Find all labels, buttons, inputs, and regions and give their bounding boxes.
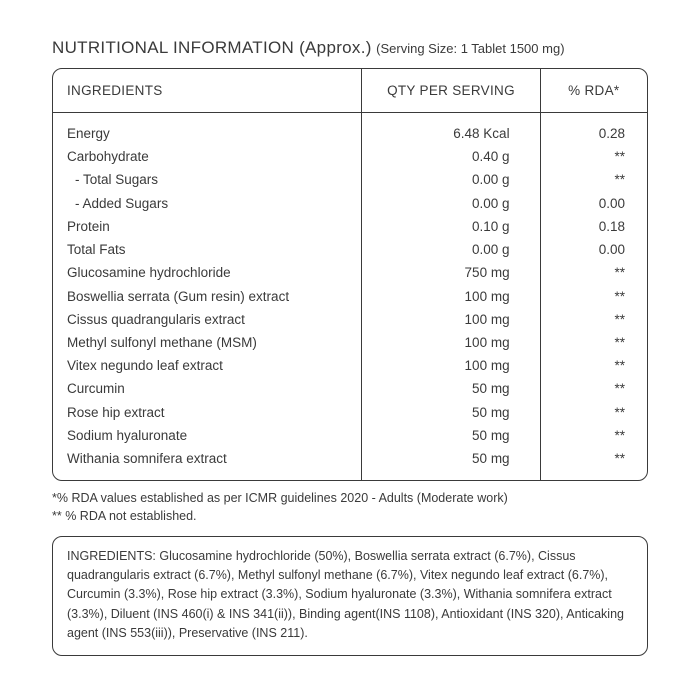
table-row: Sodium hyaluronate50 mg** (53, 424, 647, 447)
ingredient-rda: ** (540, 285, 647, 308)
ingredient-qty: 0.00 g (362, 239, 540, 262)
ingredient-name: Sodium hyaluronate (53, 424, 362, 447)
ingredient-qty: 100 mg (362, 308, 540, 331)
ingredient-rda: ** (540, 308, 647, 331)
ingredient-rda: ** (540, 424, 647, 447)
table-body: Energy6.48 Kcal0.28Carbohydrate0.40 g**-… (53, 113, 647, 481)
table-row: Vitex negundo leaf extract100 mg** (53, 355, 647, 378)
ingredient-name: Glucosamine hydrochloride (53, 262, 362, 285)
ingredient-rda: 0.00 (540, 192, 647, 215)
ingredient-qty: 0.10 g (362, 215, 540, 238)
ingredient-name: - Total Sugars (53, 169, 362, 192)
note-line-2: ** % RDA not established. (52, 507, 648, 525)
ingredient-name: Curcumin (53, 378, 362, 401)
ingredient-qty: 50 mg (362, 448, 540, 481)
ingredient-qty: 100 mg (362, 331, 540, 354)
nutrition-panel: NUTRITIONAL INFORMATION (Approx.) (Servi… (0, 0, 700, 686)
ingredient-qty: 100 mg (362, 285, 540, 308)
ingredient-rda: ** (540, 378, 647, 401)
ingredient-name: Carbohydrate (53, 146, 362, 169)
col-header-rda: % RDA* (540, 69, 647, 113)
ingredient-rda: ** (540, 401, 647, 424)
ingredient-name: - Added Sugars (53, 192, 362, 215)
table-row: Rose hip extract50 mg** (53, 401, 647, 424)
ingredient-qty: 0.00 g (362, 169, 540, 192)
ingredient-qty: 50 mg (362, 424, 540, 447)
table-row: - Total Sugars0.00 g** (53, 169, 647, 192)
ingredient-rda: ** (540, 146, 647, 169)
ingredient-rda: ** (540, 355, 647, 378)
ingredient-rda: ** (540, 169, 647, 192)
nutrition-table-box: INGREDIENTS QTY PER SERVING % RDA* Energ… (52, 68, 648, 481)
ingredient-rda: 0.28 (540, 113, 647, 146)
ingredient-name: Vitex negundo leaf extract (53, 355, 362, 378)
ingredient-qty: 0.00 g (362, 192, 540, 215)
panel-title-row: NUTRITIONAL INFORMATION (Approx.) (Servi… (52, 38, 648, 58)
note-line-1: *% RDA values established as per ICMR gu… (52, 489, 648, 507)
table-header-row: INGREDIENTS QTY PER SERVING % RDA* (53, 69, 647, 113)
ingredient-name: Protein (53, 215, 362, 238)
table-row: Total Fats0.00 g0.00 (53, 239, 647, 262)
table-row: - Added Sugars0.00 g0.00 (53, 192, 647, 215)
table-row: Methyl sulfonyl methane (MSM)100 mg** (53, 331, 647, 354)
ingredient-qty: 0.40 g (362, 146, 540, 169)
table-row: Protein0.10 g0.18 (53, 215, 647, 238)
panel-title: NUTRITIONAL INFORMATION (Approx.) (52, 38, 372, 57)
ingredient-qty: 50 mg (362, 401, 540, 424)
ingredient-name: Total Fats (53, 239, 362, 262)
ingredient-name: Cissus quadrangularis extract (53, 308, 362, 331)
table-row: Withania somnifera extract50 mg** (53, 448, 647, 481)
col-header-qty: QTY PER SERVING (362, 69, 540, 113)
serving-size: (Serving Size: 1 Tablet 1500 mg) (376, 41, 564, 56)
ingredient-qty: 6.48 Kcal (362, 113, 540, 146)
ingredient-name: Rose hip extract (53, 401, 362, 424)
ingredient-name: Boswellia serrata (Gum resin) extract (53, 285, 362, 308)
table-row: Glucosamine hydrochloride750 mg** (53, 262, 647, 285)
table-row: Carbohydrate0.40 g** (53, 146, 647, 169)
rda-notes: *% RDA values established as per ICMR gu… (52, 489, 648, 525)
ingredient-rda: 0.00 (540, 239, 647, 262)
table-row: Boswellia serrata (Gum resin) extract100… (53, 285, 647, 308)
ingredient-qty: 50 mg (362, 378, 540, 401)
ingredient-qty: 750 mg (362, 262, 540, 285)
ingredients-box: INGREDIENTS: Glucosamine hydrochloride (… (52, 536, 648, 657)
ingredient-name: Energy (53, 113, 362, 146)
nutrition-table: INGREDIENTS QTY PER SERVING % RDA* Energ… (53, 69, 647, 480)
ingredient-rda: 0.18 (540, 215, 647, 238)
ingredient-rda: ** (540, 262, 647, 285)
ingredient-name: Withania somnifera extract (53, 448, 362, 481)
table-row: Curcumin50 mg** (53, 378, 647, 401)
ingredient-rda: ** (540, 331, 647, 354)
col-header-ingredients: INGREDIENTS (53, 69, 362, 113)
table-row: Cissus quadrangularis extract100 mg** (53, 308, 647, 331)
ingredients-label: INGREDIENTS: (67, 549, 156, 563)
table-row: Energy6.48 Kcal0.28 (53, 113, 647, 146)
ingredient-name: Methyl sulfonyl methane (MSM) (53, 331, 362, 354)
ingredient-rda: ** (540, 448, 647, 481)
ingredient-qty: 100 mg (362, 355, 540, 378)
